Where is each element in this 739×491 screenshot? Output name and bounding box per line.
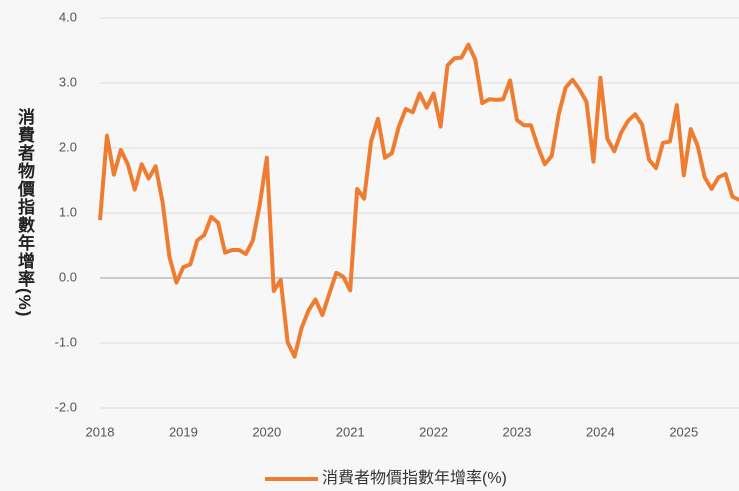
- y-tick-label: -1.0: [55, 334, 77, 349]
- x-tick-label: 2024: [586, 424, 615, 439]
- x-tick-label: 2019: [169, 424, 198, 439]
- legend-label: 消費者物價指數年增率(%): [322, 469, 507, 487]
- x-tick-label: 2023: [503, 424, 532, 439]
- data-line: [98, 42, 739, 359]
- y-tick-label: 3.0: [59, 74, 77, 89]
- y-tick-label: 1.0: [59, 204, 77, 219]
- x-tick-label: 2018: [86, 424, 115, 439]
- y-tick-label: 2.0: [59, 139, 77, 154]
- y-axis-title: 消費者物價指數年增率(%): [15, 108, 34, 318]
- y-tick-label: -2.0: [55, 399, 77, 414]
- x-tick-label: 2022: [419, 424, 448, 439]
- x-tick-label: 2020: [252, 424, 281, 439]
- x-tick-label: 2021: [336, 424, 365, 439]
- x-tick-label: 2025: [669, 424, 698, 439]
- y-tick-label: 0.0: [59, 269, 77, 284]
- y-tick-label: 4.0: [59, 9, 77, 24]
